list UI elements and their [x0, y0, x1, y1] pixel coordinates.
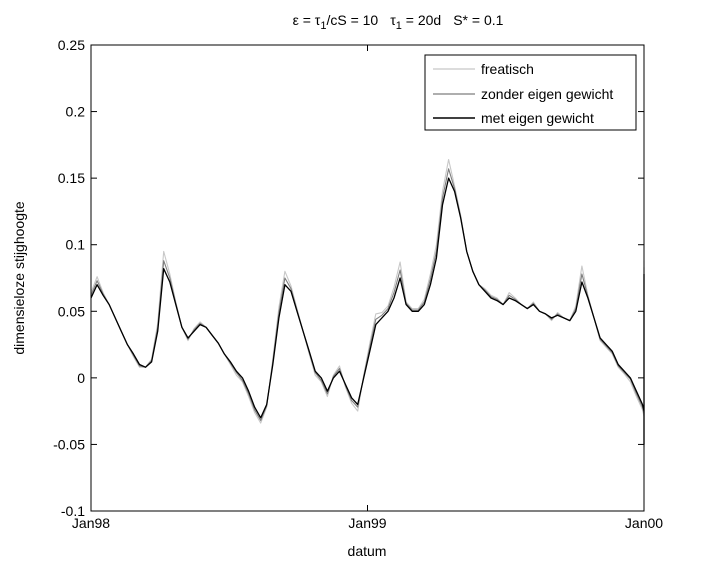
title-tau-value: = 20d: [402, 12, 441, 28]
legend: freatisch zonder eigen gewicht met eigen…: [424, 54, 637, 131]
x-axis-label: datum: [348, 543, 387, 559]
y-tick-label: 0.25: [58, 37, 85, 53]
axis-ticks: -0.1 -0.05 0 0.05 0.1 0.15 0.2 0.25 Jan98 Jan99 Ja…: [53, 37, 663, 531]
y-axis-label: dimensieloze stijghoogte: [11, 201, 27, 355]
legend-label-zonder-eigen-gewicht: zonder eigen gewicht: [481, 86, 613, 102]
chart-title: ε = τ1/cS = 10 τ1 = 20d S* = 0.1: [293, 12, 504, 32]
series-line-met-eigen-gewicht: [90, 177, 645, 446]
y-tick-label: 0: [77, 370, 85, 386]
x-tick-label: Jan98: [72, 515, 110, 531]
x-tick-label: Jan00: [625, 515, 663, 531]
series-line-freatisch: [90, 158, 645, 451]
y-tick-label: 0.2: [66, 104, 86, 120]
title-ratio: /cS = 10: [326, 12, 378, 28]
series-lines: [90, 158, 645, 451]
x-tick-label: Jan99: [348, 515, 386, 531]
y-tick-label: 0.1: [66, 237, 86, 253]
legend-label-met-eigen-gewicht: met eigen gewicht: [481, 110, 594, 126]
series-line-zonder-eigen-gewicht: [90, 168, 645, 448]
title-epsilon: ε = τ: [293, 12, 321, 28]
title-subscript-1: 1: [320, 20, 326, 32]
y-tick-label: 0.05: [58, 303, 85, 319]
y-tick-label: 0.15: [58, 170, 85, 186]
y-tick-label: -0.1: [61, 503, 85, 519]
title-subscript-2: 1: [396, 20, 402, 32]
legend-label-freatisch: freatisch: [481, 61, 534, 77]
y-tick-label: -0.05: [53, 436, 85, 452]
title-tau: τ: [390, 12, 396, 28]
title-s-star: S* = 0.1: [453, 12, 503, 28]
